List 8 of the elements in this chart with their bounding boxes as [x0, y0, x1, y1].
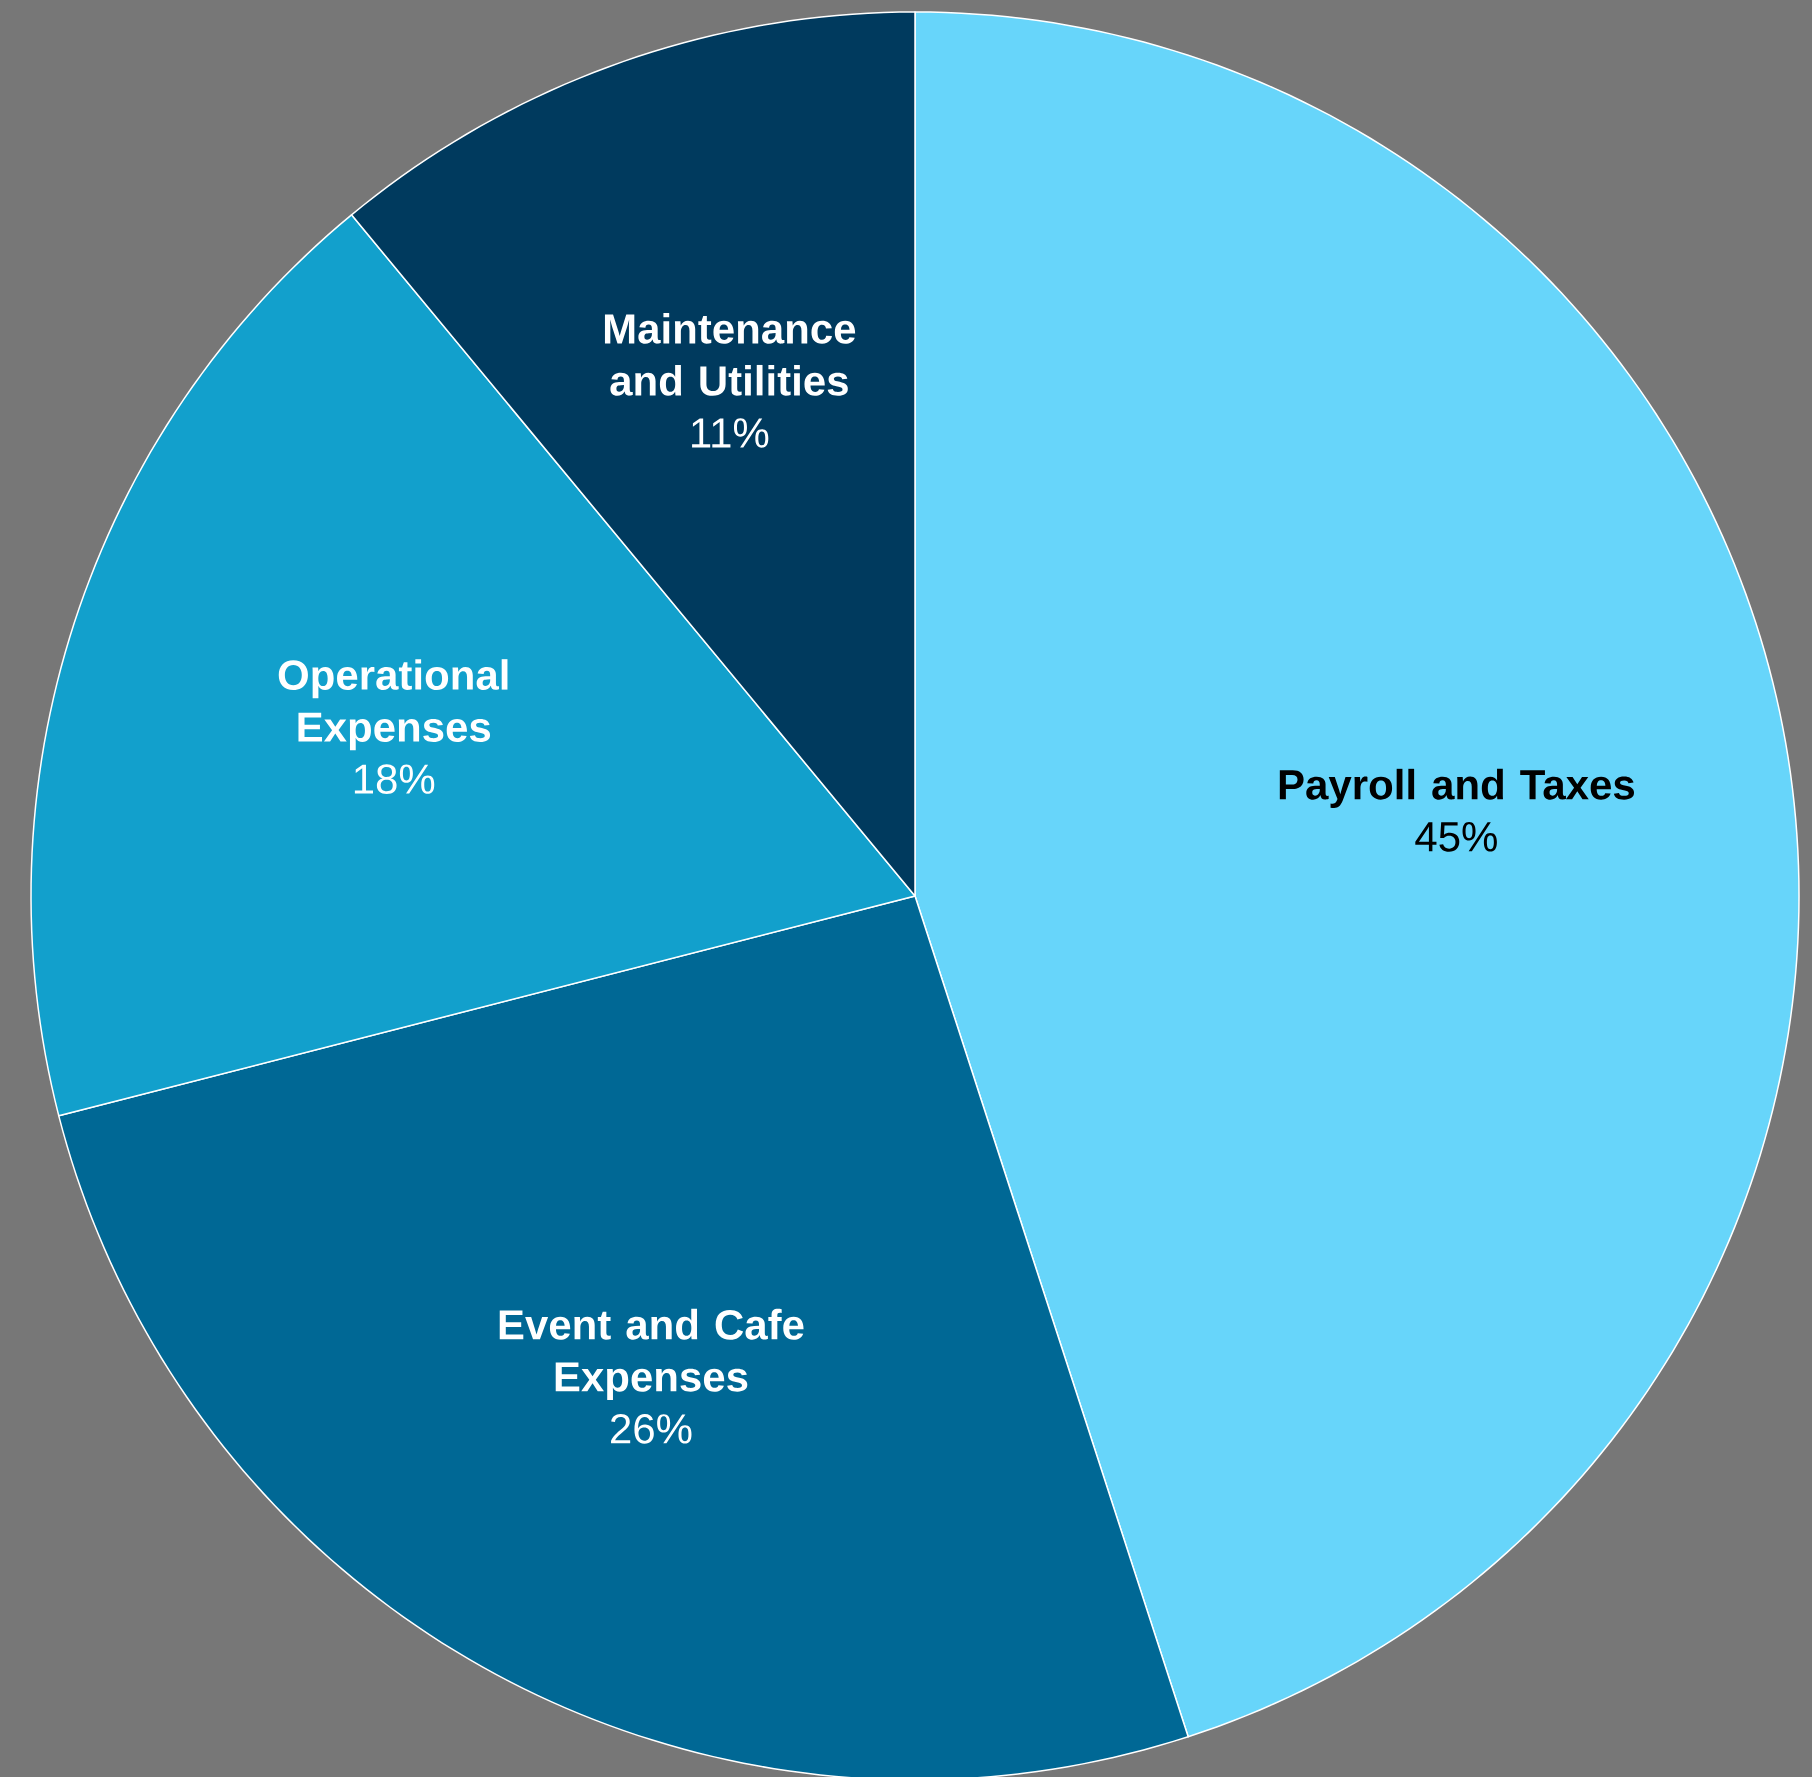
data-label: 18% [354, 764, 435, 795]
slice-label: Operational Expenses [278, 659, 508, 751]
data-label: 45% [1415, 822, 1497, 852]
slice-label: Payroll and Taxes [1279, 768, 1635, 808]
data-label: 26% [611, 1413, 692, 1444]
slice-label: Event and Cafe Expenses [499, 1308, 804, 1400]
data-label: 11% [692, 418, 769, 448]
slice-label: Maintenance and Utilities [604, 312, 856, 396]
